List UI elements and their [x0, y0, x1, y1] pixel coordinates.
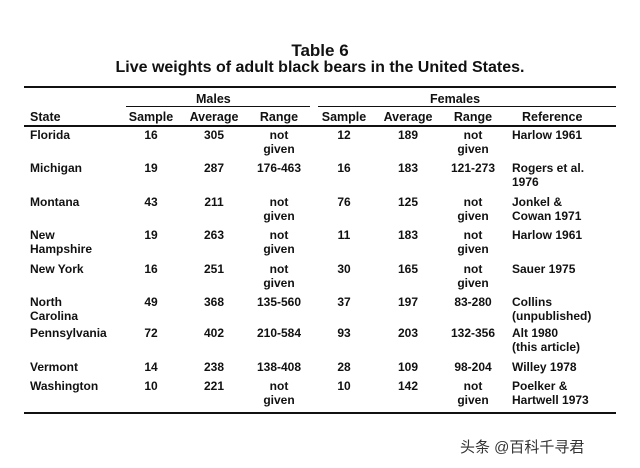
males-group-rule [126, 106, 310, 107]
cell-m-average: 238 [203, 360, 225, 374]
cell-f-sample: 30 [337, 262, 351, 276]
cell-reference: Rogers et al. 1976 [512, 161, 585, 189]
cell-m-sample: 43 [144, 195, 158, 209]
header-female-range: Range [453, 110, 493, 124]
cell-state: North Carolina [30, 295, 79, 323]
cell-f-sample: 16 [337, 161, 351, 175]
cell-f-average: 183 [397, 228, 419, 242]
cell-m-range: not given [263, 128, 295, 156]
cell-state: Montana [30, 195, 80, 209]
cell-state: New York [30, 262, 84, 276]
cell-f-average: 183 [397, 161, 419, 175]
cell-f-sample: 10 [337, 379, 351, 393]
cell-m-sample: 16 [144, 128, 158, 142]
cell-m-average: 368 [203, 295, 225, 309]
cell-m-range: not given [263, 262, 295, 290]
cell-m-sample: 10 [144, 379, 158, 393]
cell-f-range: not given [457, 379, 489, 407]
watermark: 头条 @百科千寻君 [460, 439, 585, 456]
cell-f-range: 132-356 [450, 326, 496, 340]
cell-m-sample: 16 [144, 262, 158, 276]
cell-f-sample: 12 [337, 128, 351, 142]
cell-f-range: 98-204 [454, 360, 492, 374]
cell-m-range: not given [263, 195, 295, 223]
cell-reference: Alt 1980 (this article) [512, 326, 581, 354]
cell-state: Florida [30, 128, 71, 142]
group-header-males: Males [196, 92, 231, 106]
cell-m-range: 138-408 [256, 360, 302, 374]
cell-m-average: 211 [204, 195, 224, 209]
cell-reference: Harlow 1961 [512, 128, 583, 142]
cell-f-range: 83-280 [454, 295, 492, 309]
cell-reference: Poelker & Hartwell 1973 [512, 379, 589, 407]
cell-m-range: 135-560 [256, 295, 302, 309]
cell-f-sample: 76 [337, 195, 351, 209]
cell-state: Washington [30, 379, 99, 393]
cell-reference: Sauer 1975 [512, 262, 576, 276]
cell-f-range: not given [457, 128, 489, 156]
cell-m-sample: 19 [144, 228, 158, 242]
cell-f-average: 125 [397, 195, 419, 209]
cell-f-range: not given [457, 262, 489, 290]
header-female-average: Average [383, 110, 433, 124]
cell-state: New Hampshire [30, 228, 93, 256]
cell-f-average: 142 [397, 379, 419, 393]
header-male-range: Range [259, 110, 299, 124]
cell-m-sample: 72 [144, 326, 158, 340]
group-header-females: Females [430, 92, 481, 106]
cell-reference: Collins (unpublished) [512, 295, 592, 323]
cell-m-range: not given [263, 379, 295, 407]
cell-m-sample: 14 [144, 360, 158, 374]
cell-reference: Harlow 1961 [512, 228, 583, 242]
cell-m-average: 221 [203, 379, 225, 393]
cell-m-range: 210-584 [256, 326, 302, 340]
cell-reference: Jonkel & Cowan 1971 [512, 195, 582, 223]
cell-state: Michigan [30, 161, 83, 175]
cell-reference: Willey 1978 [512, 360, 577, 374]
females-group-rule [318, 106, 616, 107]
cell-state: Vermont [30, 360, 79, 374]
header-female-sample: Sample [321, 110, 367, 124]
cell-m-sample: 49 [144, 295, 158, 309]
table-title: Table 6 [291, 41, 349, 60]
cell-m-range: 176-463 [256, 161, 302, 175]
table-subtitle: Live weights of adult black bears in the… [115, 59, 525, 76]
cell-m-average: 402 [203, 326, 225, 340]
cell-state: Pennsylvania [30, 326, 107, 340]
header-reference: Reference [522, 110, 583, 124]
cell-m-average: 251 [203, 262, 225, 276]
header-state: State [30, 110, 61, 124]
cell-f-range: not given [457, 228, 489, 256]
header-male-average: Average [189, 110, 239, 124]
cell-f-sample: 37 [337, 295, 351, 309]
cell-f-average: 165 [397, 262, 419, 276]
bottom-rule [24, 412, 616, 414]
header-rule [24, 125, 616, 127]
cell-f-range: not given [457, 195, 489, 223]
top-rule [24, 86, 616, 88]
cell-m-range: not given [263, 228, 295, 256]
cell-f-sample: 93 [337, 326, 351, 340]
cell-m-sample: 19 [144, 161, 158, 175]
cell-f-average: 197 [397, 295, 419, 309]
cell-f-range: 121-273 [450, 161, 496, 175]
cell-f-average: 203 [397, 326, 419, 340]
cell-f-sample: 28 [337, 360, 351, 374]
cell-m-average: 305 [203, 128, 225, 142]
cell-f-sample: 11 [337, 228, 351, 242]
cell-m-average: 263 [203, 228, 225, 242]
cell-f-average: 109 [397, 360, 419, 374]
cell-f-average: 189 [397, 128, 419, 142]
cell-m-average: 287 [203, 161, 225, 175]
header-male-sample: Sample [128, 110, 174, 124]
